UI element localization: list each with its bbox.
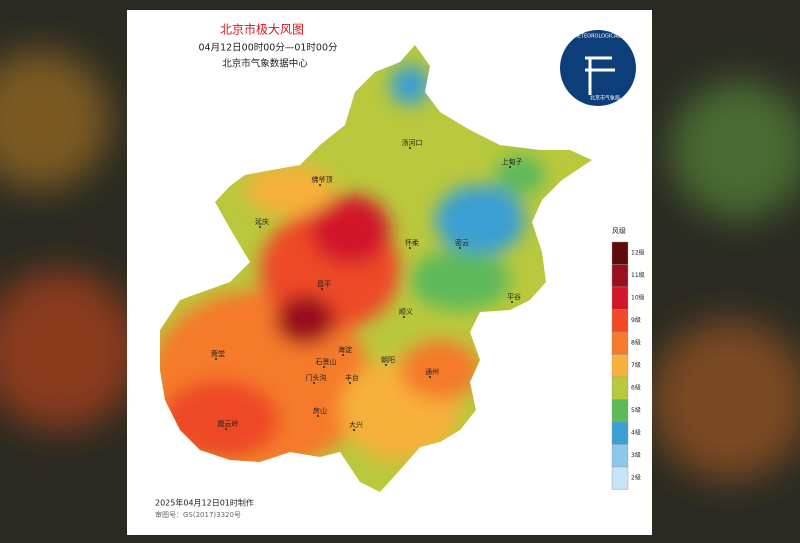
logo-name: 北京市气象局 [590, 95, 620, 102]
place-dot [409, 147, 411, 149]
legend-label: 4级 [631, 429, 641, 437]
place-label: 石景山 [316, 357, 337, 366]
place-dot [259, 226, 261, 228]
logo: BEIJING METEOROLOGICAL SERVICE 北京市气象局 [553, 30, 643, 106]
legend-label: 7级 [631, 361, 641, 369]
legend-swatch [611, 466, 629, 490]
logo-mark [585, 56, 615, 95]
approval-number: 审图号：GS(2017)3320号 [155, 510, 241, 519]
place-label: 朝阳 [381, 355, 395, 364]
place-dot [403, 316, 405, 318]
place-dot [342, 354, 344, 356]
place-dot [353, 429, 355, 431]
made-time: 2025年04月12日01时制作 [155, 498, 254, 508]
legend-swatch [611, 399, 629, 423]
place-label: 顺义 [399, 308, 413, 316]
place-dot [385, 364, 387, 366]
place-label: 上甸子 [502, 157, 523, 166]
place-dot [459, 247, 461, 249]
place-label: 房山 [313, 406, 327, 415]
legend-title: 风级 [612, 226, 626, 235]
legend-label: 9级 [631, 316, 641, 324]
logo-disc [560, 30, 636, 106]
legend-label: 3级 [631, 451, 641, 459]
legend: 12级 11级 10级 9级 8级 7级 6级 5级 4级 3级 2级 [611, 241, 645, 490]
place-label: 大兴 [349, 420, 363, 429]
legend-label: 10级 [631, 294, 645, 302]
source: 北京市气象数据中心 [222, 58, 308, 70]
legend-label: 12级 [631, 249, 645, 257]
time-range: 04月12日00时00分—01时00分 [198, 42, 338, 54]
legend-swatch [611, 444, 629, 468]
place-label: 延庆 [255, 217, 269, 226]
place-dot [215, 358, 217, 360]
place-label: 斋堂 [211, 349, 225, 358]
place-label: 密云 [455, 238, 469, 247]
place-dot [225, 428, 227, 430]
place-label: 门头沟 [306, 373, 327, 382]
place-dot [409, 247, 411, 249]
legend-label: 6级 [631, 384, 641, 392]
place-dot [321, 288, 323, 290]
legend-swatch [611, 309, 629, 333]
legend-label: 8级 [631, 339, 641, 347]
place-label: 汤河口 [402, 138, 423, 147]
legend-swatch [611, 376, 629, 400]
place-dot [319, 184, 321, 186]
place-label: 海淀 [338, 345, 352, 354]
place-dot [349, 382, 351, 384]
place-label: 丰台 [345, 373, 359, 382]
place-label: 平谷 [507, 292, 521, 301]
legend-label: 11级 [631, 271, 645, 279]
place-dot [313, 382, 315, 384]
place-dot [509, 166, 511, 168]
place-dot [323, 366, 325, 368]
place-label: 怀柔 [405, 238, 419, 247]
legend-swatch [611, 241, 629, 265]
legend-swatch [611, 331, 629, 355]
place-label: 昌平 [317, 280, 331, 288]
legend-swatch [611, 286, 629, 310]
logo-ring-text: BEIJING METEOROLOGICAL SERVICE [553, 34, 643, 40]
place-label: 霞云岭 [218, 419, 239, 428]
blurred-background [0, 50, 800, 480]
place-dot [317, 415, 319, 417]
legend-swatch [611, 264, 629, 288]
legend-label: 2级 [631, 474, 641, 482]
place-label: 佛爷顶 [312, 175, 333, 184]
place-label: 通州 [425, 367, 439, 376]
place-dot [511, 301, 513, 303]
legend-swatch [611, 421, 629, 445]
legend-swatch [611, 354, 629, 378]
legend-label: 5级 [631, 406, 641, 414]
place-dot [429, 376, 431, 378]
title: 北京市极大风图 [220, 22, 304, 37]
